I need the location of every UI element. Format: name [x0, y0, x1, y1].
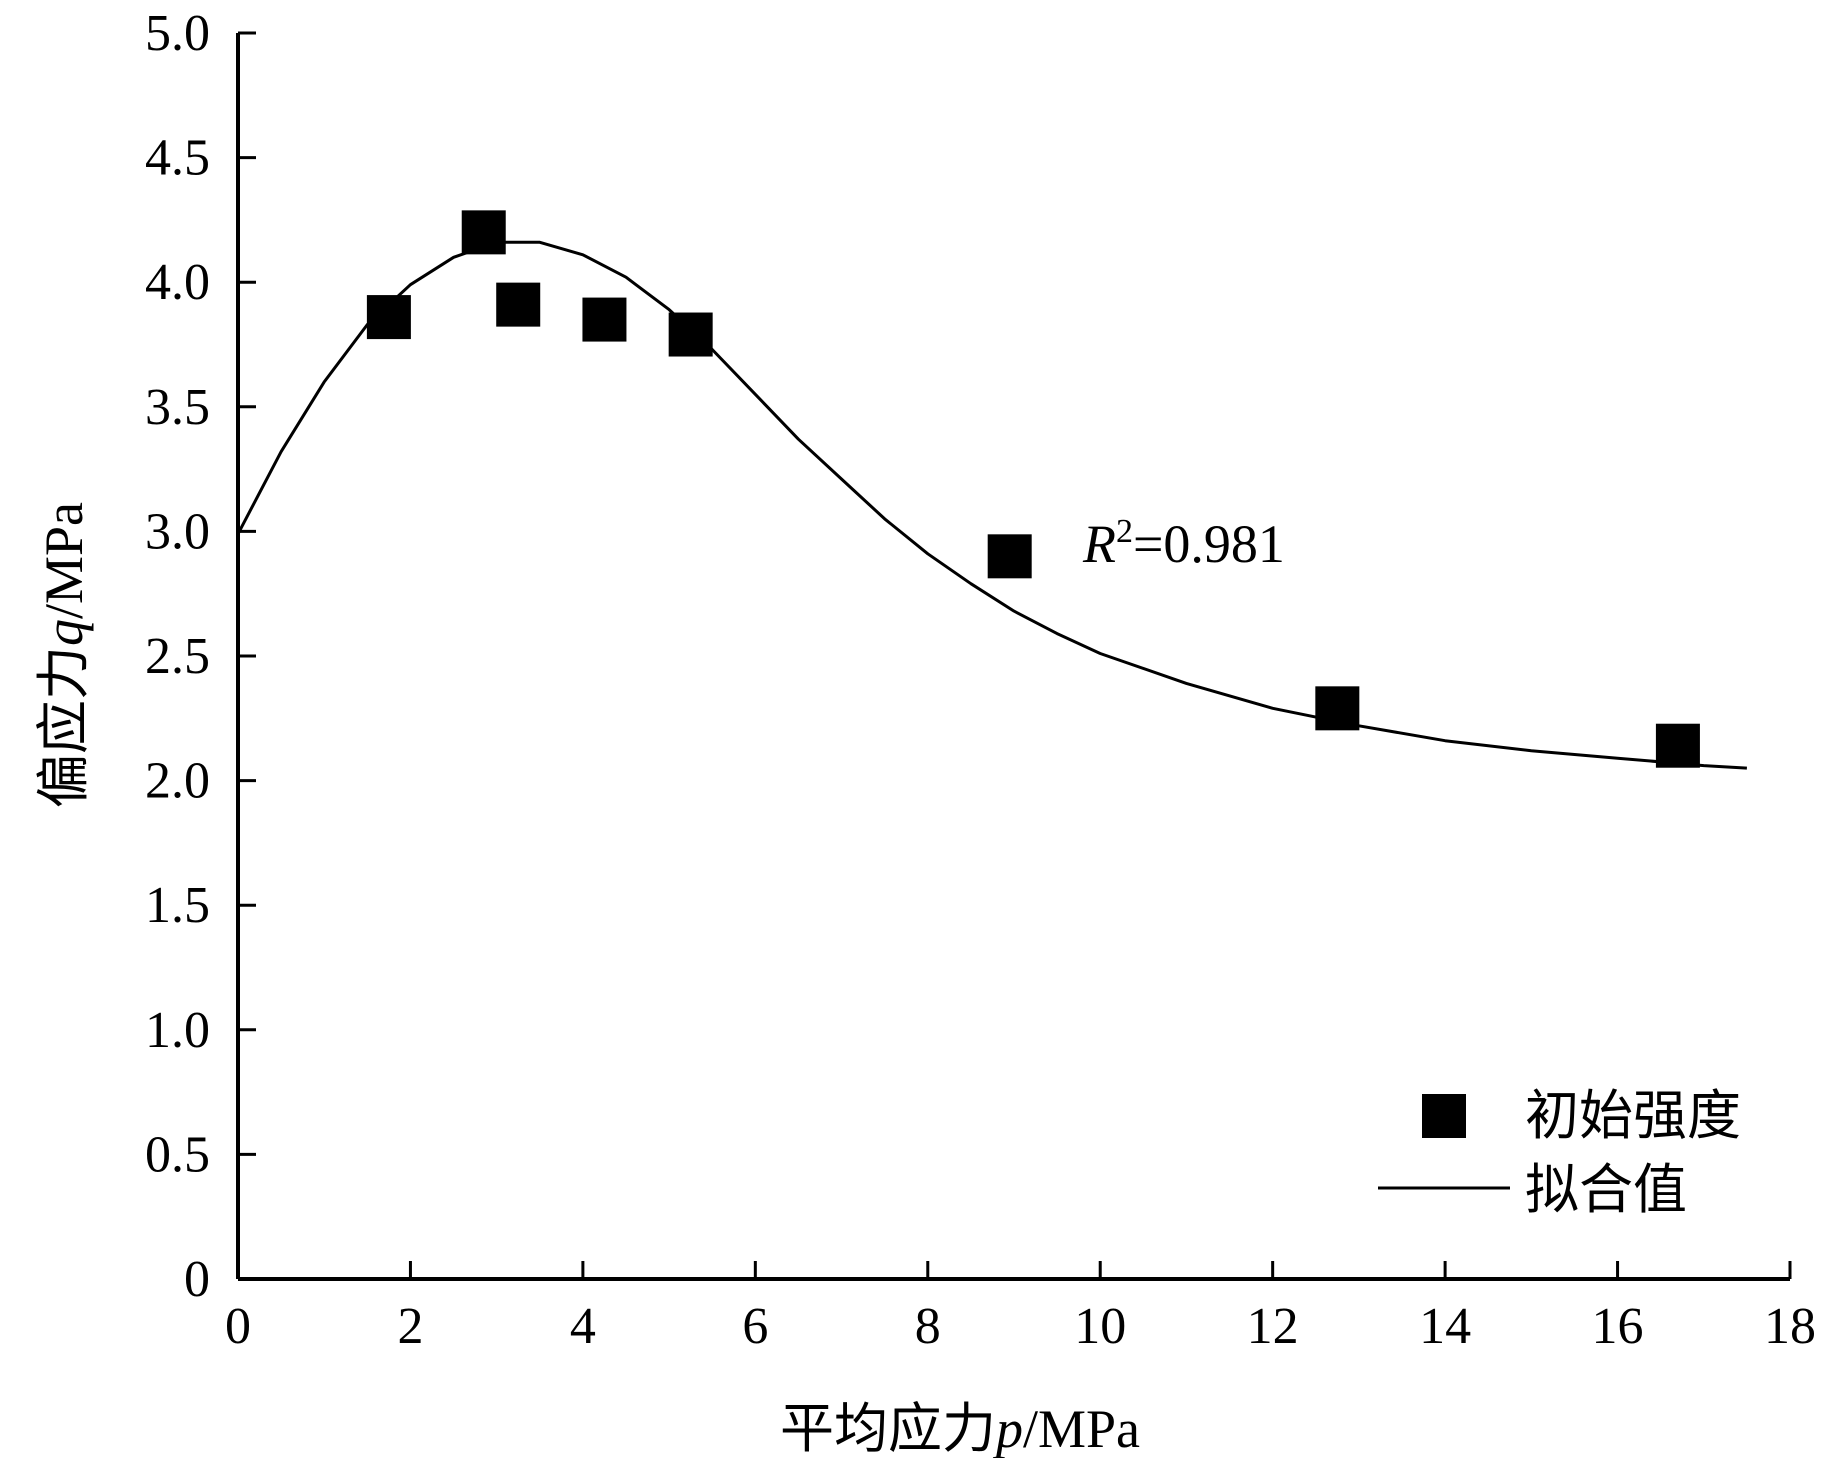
x-tick-label: 2 — [397, 1298, 423, 1355]
legend-label-line: 拟合值 — [1525, 1160, 1687, 1220]
y-tick-label: 3.5 — [145, 379, 210, 436]
x-tick-label: 10 — [1074, 1298, 1126, 1355]
r-squared-value: =0.981 — [1133, 514, 1285, 574]
r-squared-annotation: R2=0.981 — [1082, 513, 1285, 574]
data-point-square — [366, 295, 411, 340]
x-tick-label: 16 — [1592, 1298, 1644, 1355]
fit-curve-line — [236, 240, 1747, 770]
data-point-square — [668, 312, 713, 357]
legend-marker-square — [1422, 1094, 1466, 1138]
y-tick-label: 2.5 — [145, 628, 210, 685]
legend-label-scatter: 初始强度 — [1525, 1086, 1741, 1146]
x-tick-label: 18 — [1764, 1298, 1816, 1355]
x-tick-label: 6 — [742, 1298, 768, 1355]
x-tick-label: 8 — [915, 1298, 941, 1355]
y-tick-label: 0 — [184, 1251, 210, 1308]
y-tick-label: 3.0 — [145, 503, 210, 560]
r-squared-var: R — [1082, 514, 1116, 574]
data-point-square — [1655, 723, 1700, 768]
data-point-square — [987, 534, 1032, 579]
x-axis-label-var: p — [992, 1399, 1023, 1458]
x-axis-label-prefix: 平均应力 — [780, 1399, 996, 1458]
y-tick-label: 2.0 — [145, 753, 210, 810]
x-axis-label: 平均应力p/MPa — [780, 1399, 1140, 1458]
x-tick-label: 14 — [1419, 1298, 1471, 1355]
x-axis-ticks: 0 2 4 6 8 10 12 14 16 18 — [225, 1261, 1816, 1355]
y-tick-label: 5.0 — [145, 5, 210, 62]
y-axis-label-prefix: 偏应力 — [34, 646, 94, 808]
data-point-square — [496, 282, 541, 327]
x-axis-label-unit: /MPa — [1023, 1399, 1140, 1458]
y-tick-label: 1.5 — [145, 877, 210, 934]
data-points-layer — [366, 210, 1700, 768]
y-axis-ticks: 0 0.5 1.0 1.5 2.0 2.5 3.0 3.5 4.0 4.5 5.0 — [145, 5, 256, 1308]
x-tick-label: 4 — [570, 1298, 596, 1355]
y-tick-label: 0.5 — [145, 1126, 210, 1183]
x-tick-label: 12 — [1247, 1298, 1299, 1355]
y-tick-label: 1.0 — [145, 1002, 210, 1059]
legend: 初始强度 拟合值 — [1378, 1086, 1741, 1220]
data-point-square — [461, 210, 506, 255]
data-point-square — [1315, 686, 1360, 731]
y-axis-label-unit: /MPa — [34, 502, 94, 619]
y-tick-label: 4.5 — [145, 130, 210, 187]
y-tick-label: 4.0 — [145, 254, 210, 311]
y-axis-label: 偏应力q/MPa — [34, 502, 94, 808]
y-axis-label-var: q — [34, 619, 94, 646]
x-tick-label: 0 — [225, 1298, 251, 1355]
fit-curve-layer — [236, 240, 1747, 770]
data-point-square — [582, 297, 627, 342]
r-squared-sup: 2 — [1116, 513, 1133, 550]
